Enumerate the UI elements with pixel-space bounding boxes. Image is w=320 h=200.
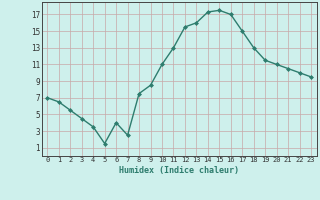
X-axis label: Humidex (Indice chaleur): Humidex (Indice chaleur) — [119, 166, 239, 175]
